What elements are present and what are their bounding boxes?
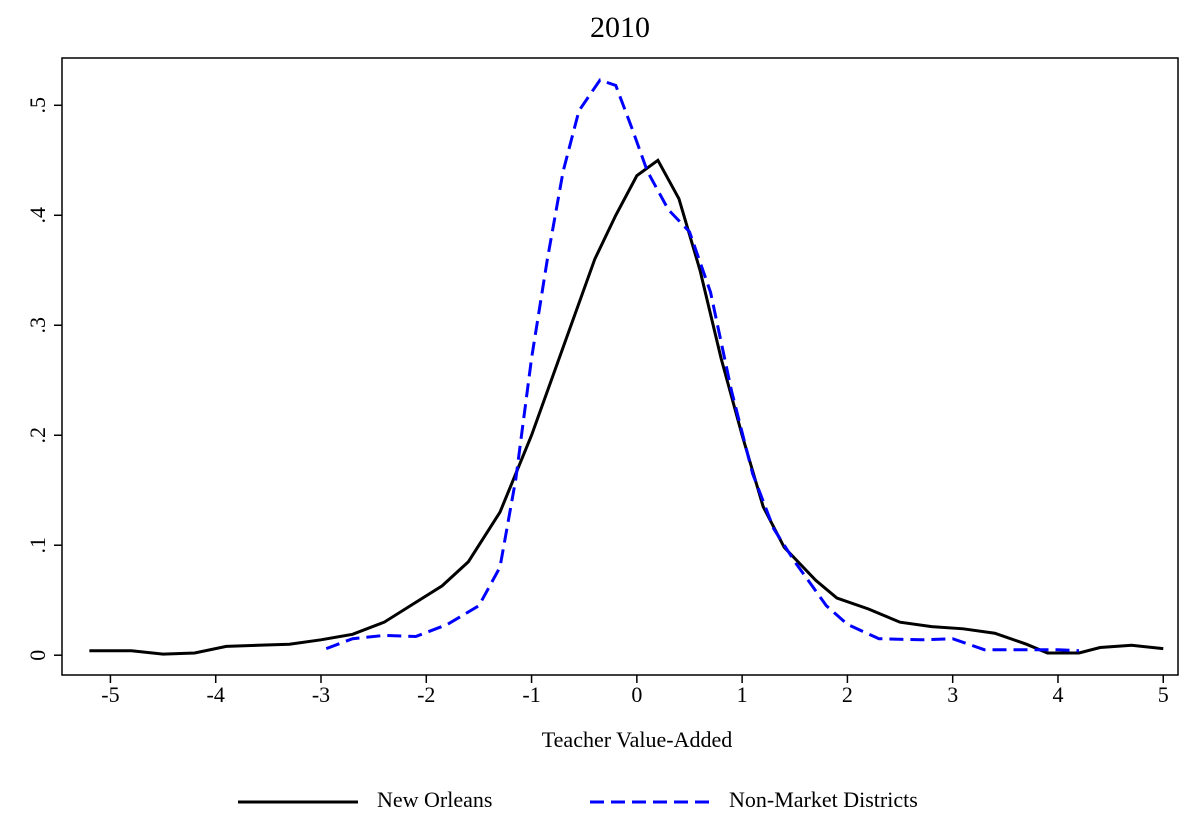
- plot-frame: [61, 57, 1179, 676]
- x-tick-label: -2: [417, 682, 435, 707]
- series-line: [325, 78, 1080, 653]
- x-axis-label: Teacher Value-Added: [542, 727, 732, 752]
- chart-title: 2010: [590, 11, 650, 44]
- x-tick-label: -5: [101, 682, 119, 707]
- legend-label: New Orleans: [377, 787, 492, 812]
- y-tick-label: .3: [25, 317, 50, 334]
- x-tick-label: 5: [1158, 682, 1169, 707]
- y-tick-label: .1: [25, 537, 50, 554]
- y-tick-label: .2: [25, 427, 50, 444]
- y-tick-label: 0: [25, 650, 50, 661]
- legend-label: Non-Market Districts: [729, 787, 918, 812]
- x-tick-label: -3: [312, 682, 330, 707]
- x-tick-label: -1: [522, 682, 540, 707]
- x-tick-label: 4: [1052, 682, 1063, 707]
- y-tick-label: .4: [25, 207, 50, 224]
- x-tick-label: 2: [842, 682, 853, 707]
- x-tick-label: 3: [947, 682, 958, 707]
- x-tick-label: 1: [737, 682, 748, 707]
- y-tick-label: .5: [25, 97, 50, 114]
- x-tick-label: -4: [207, 682, 225, 707]
- series-line: [89, 158, 1164, 656]
- x-tick-label: 0: [631, 682, 642, 707]
